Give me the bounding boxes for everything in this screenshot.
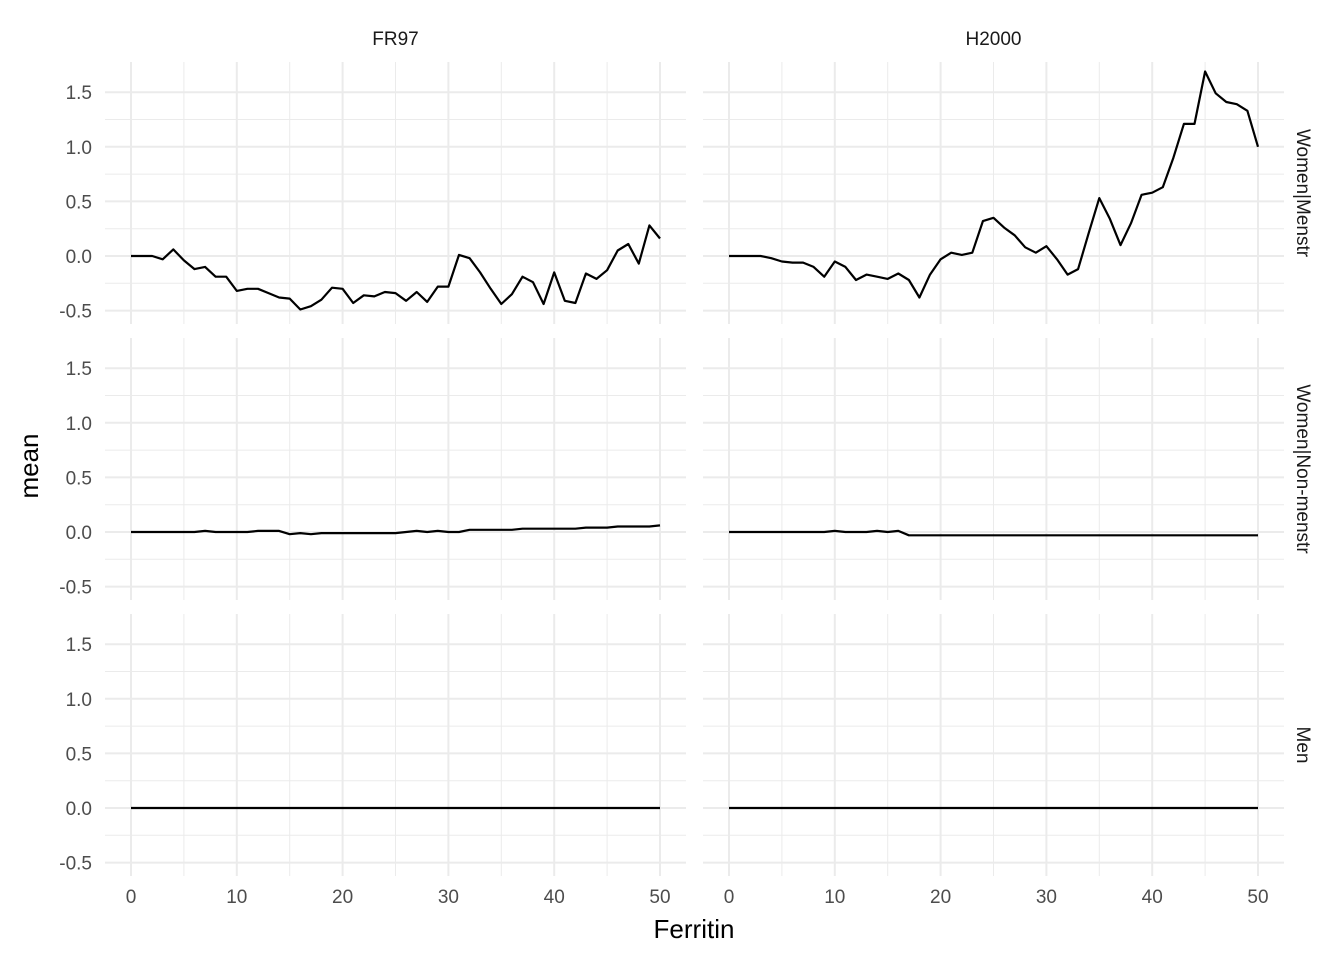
- y-tick-label: 1.0: [66, 138, 92, 159]
- series-line-fr97-row-0: [131, 224, 661, 311]
- panel-fr97-0: [105, 62, 686, 324]
- y-tick-label: 1.5: [66, 359, 92, 380]
- y-tick-label: 0.0: [66, 799, 92, 820]
- series-line-h2000-row-0: [729, 70, 1260, 299]
- x-tick-label: 40: [544, 887, 565, 908]
- y-tick-label: 0.5: [66, 192, 92, 213]
- x-tick-label: 10: [226, 887, 247, 908]
- x-tick-label: 10: [824, 887, 845, 908]
- panel-fr97-2: [105, 614, 686, 876]
- facet-column-label: H2000: [966, 29, 1022, 50]
- y-tick-label: 0.5: [66, 744, 92, 765]
- x-tick-label: 30: [438, 887, 459, 908]
- panel-h2000-0: [703, 62, 1284, 324]
- panel-h2000-2: [703, 614, 1284, 876]
- x-tick-label: 40: [1142, 887, 1163, 908]
- y-tick-label: 0.0: [66, 247, 92, 268]
- x-tick-label: 20: [332, 887, 353, 908]
- panel-h2000-1: [703, 338, 1284, 600]
- x-tick-label: 30: [1036, 887, 1057, 908]
- facet-row-label: Women|Non-menstr: [1292, 384, 1313, 554]
- x-tick-label: 0: [126, 887, 137, 908]
- x-tick-label: 0: [724, 887, 735, 908]
- x-tick-label: 50: [649, 887, 670, 908]
- series-line-h2000-row-1: [729, 529, 1258, 537]
- x-axis-title: Ferritin: [654, 914, 735, 944]
- y-tick-label: -0.5: [59, 854, 92, 875]
- panel-fr97-1: [105, 338, 686, 600]
- y-tick-label: 0.5: [66, 468, 92, 489]
- facet-column-label: FR97: [372, 29, 418, 50]
- y-tick-label: 0.0: [66, 523, 92, 544]
- facet-row-label: Men: [1292, 727, 1313, 764]
- x-tick-label: 20: [930, 887, 951, 908]
- facet-row-label: Women|Menstr: [1292, 129, 1313, 258]
- series-line-fr97-row-1: [131, 524, 661, 536]
- y-tick-label: -0.5: [59, 302, 92, 323]
- y-tick-label: -0.5: [59, 578, 92, 599]
- x-tick-label: 50: [1247, 887, 1268, 908]
- y-tick-label: 1.0: [66, 690, 92, 711]
- y-tick-label: 1.5: [66, 635, 92, 656]
- y-tick-label: 1.5: [66, 83, 92, 104]
- labels-layer: Ferritin mean: [14, 433, 734, 944]
- y-axis-title: mean: [14, 433, 44, 498]
- y-tick-label: 1.0: [66, 414, 92, 435]
- panels-layer: -0.5 0.0 0.5 1.0 1.5 -0.5 0.0 0.5 1.0 1.5 -0.5 0.0 0…: [59, 29, 1313, 908]
